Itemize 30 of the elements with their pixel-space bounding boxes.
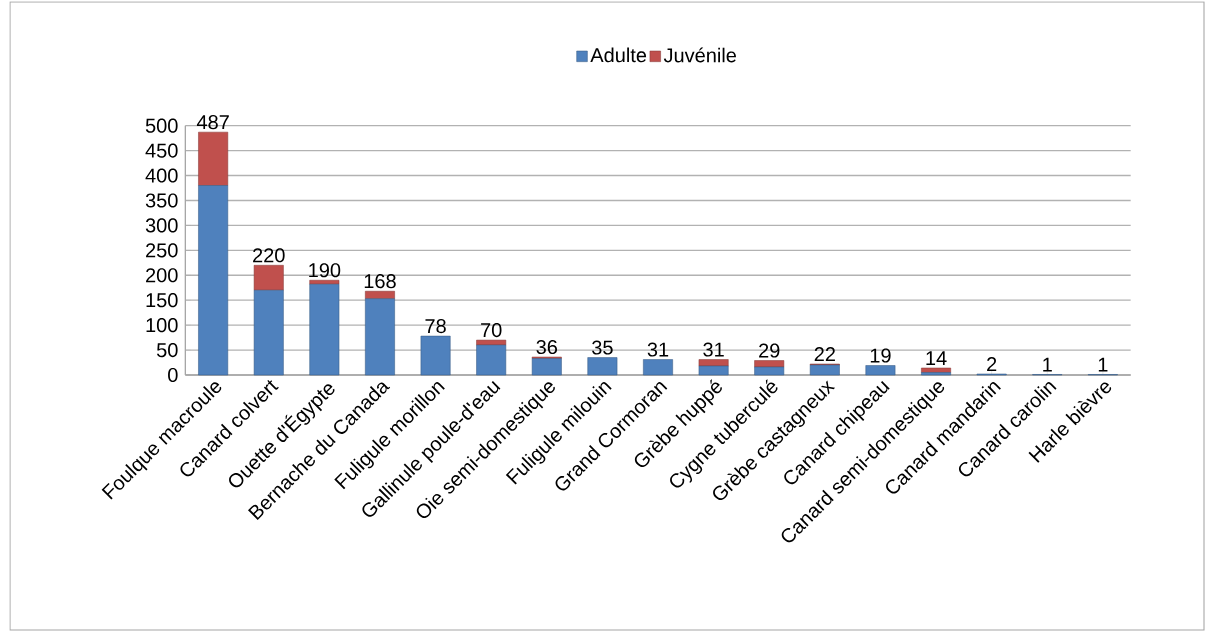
total-label: 35 [592, 340, 613, 355]
y-tick-label: 200 [146, 268, 178, 283]
y-tick-label: 250 [146, 243, 178, 258]
total-label: 2 [987, 357, 997, 372]
total-label: 14 [926, 351, 947, 366]
total-label: 1 [1043, 357, 1052, 372]
y-tick-label: 100 [146, 318, 178, 333]
y-tick-label: 300 [145, 218, 178, 233]
y-tick-label: 50 [156, 342, 178, 358]
total-label: 36 [536, 339, 558, 355]
total-label: 29 [759, 343, 780, 358]
total-label: 487 [196, 115, 229, 130]
total-label: 70 [481, 322, 502, 338]
y-tick-label: 0 [168, 367, 178, 383]
y-tick-label: 350 [145, 193, 178, 208]
legend-label: Juvénile [663, 47, 736, 63]
total-label: 31 [703, 342, 724, 357]
total-label: 22 [814, 347, 835, 362]
total-label: 19 [870, 348, 891, 363]
total-label: 168 [364, 274, 396, 289]
y-tick-label: 500 [145, 118, 178, 133]
y-tick-label: 400 [145, 168, 178, 183]
total-label: 78 [425, 319, 446, 334]
total-label: 190 [309, 263, 341, 278]
legend-label: Adulte [590, 47, 647, 63]
total-label: 31 [647, 342, 669, 357]
y-tick-label: 150 [146, 293, 178, 308]
total-label: 220 [253, 248, 285, 263]
y-tick-label: 450 [145, 143, 178, 158]
total-label: 1 [1098, 357, 1108, 372]
